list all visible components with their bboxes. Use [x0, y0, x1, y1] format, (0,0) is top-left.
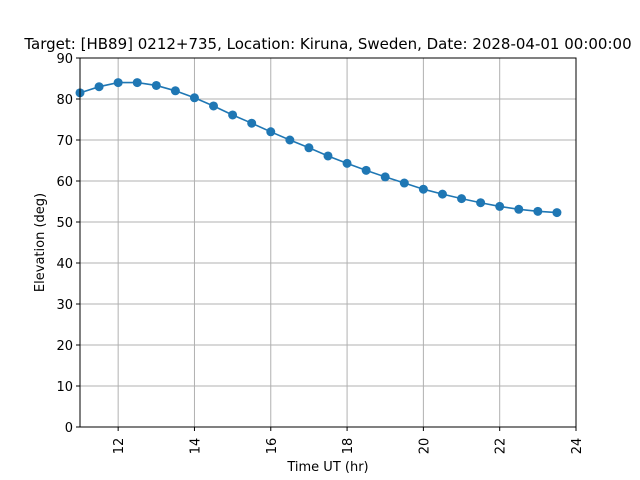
data-point: [304, 143, 314, 153]
y-tick-label: 60: [56, 175, 73, 190]
data-point: [399, 178, 409, 188]
data-point: [476, 198, 486, 208]
data-point: [285, 135, 295, 145]
data-point: [380, 172, 390, 182]
axis-ticks: 12 14 16 18 20 22 24 0 10 20 30 40 50 60 70 80 90: [56, 52, 585, 454]
x-tick-label: 22: [494, 438, 509, 455]
data-point: [437, 189, 447, 199]
y-tick-label: 0: [65, 421, 73, 436]
y-tick-label: 30: [56, 298, 73, 313]
grid: [80, 57, 577, 428]
data-point: [418, 184, 428, 194]
data-point: [189, 93, 199, 103]
plot-frame: [79, 57, 577, 428]
x-tick-label: 24: [570, 438, 585, 455]
y-tick-label: 90: [56, 52, 73, 67]
x-tick-label: 20: [417, 438, 432, 455]
data-point: [170, 86, 180, 96]
data-point: [151, 80, 161, 90]
x-tick-label: 18: [341, 438, 356, 455]
x-tick-label: 12: [112, 438, 127, 455]
data-point: [323, 151, 333, 161]
x-axis-label: Time UT (hr): [286, 460, 368, 475]
data-point: [514, 204, 524, 214]
data-point: [94, 82, 104, 92]
data-point: [228, 110, 238, 120]
data-point: [495, 201, 505, 211]
y-tick-label: 20: [56, 339, 73, 354]
data-point: [361, 165, 371, 175]
y-tick-label: 10: [56, 380, 73, 395]
data-point: [132, 78, 142, 88]
data-point: [552, 208, 562, 218]
x-tick-label: 16: [265, 438, 280, 455]
data-point: [266, 127, 276, 137]
series-line: [79, 81, 557, 214]
data-point: [342, 158, 352, 168]
chart-title: Target: [HB89] 0212+735, Location: Kirun…: [23, 35, 631, 53]
data-point: [457, 194, 467, 204]
y-tick-label: 40: [56, 257, 73, 272]
data-points: [75, 78, 562, 218]
data-point: [533, 206, 543, 216]
series-elevation: [75, 78, 562, 218]
y-tick-label: 80: [56, 93, 73, 108]
y-tick-label: 50: [56, 216, 73, 231]
data-point: [113, 78, 123, 88]
y-tick-label: 70: [56, 134, 73, 149]
data-point: [209, 101, 219, 111]
y-axis-label: Elevation (deg): [33, 193, 48, 292]
x-tick-label: 14: [188, 438, 203, 455]
data-point: [247, 118, 257, 128]
